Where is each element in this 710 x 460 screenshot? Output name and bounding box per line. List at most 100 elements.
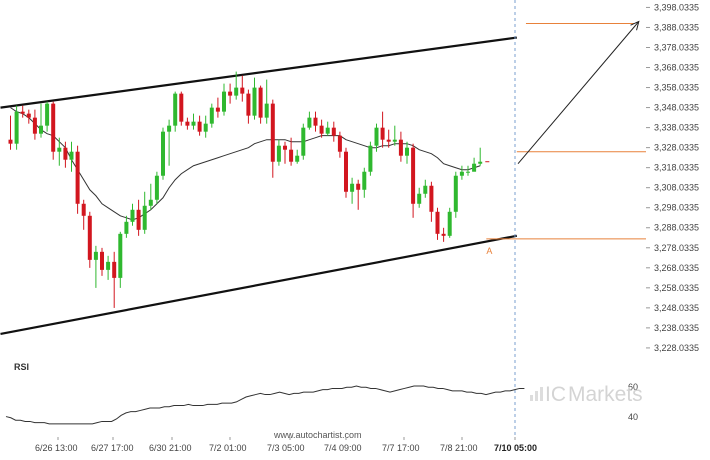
candle-up <box>405 141 409 164</box>
x-tick-label-current: 7/10 05:00 <box>494 443 537 453</box>
candle-body <box>179 93 184 122</box>
logo-bars-icon <box>530 387 543 401</box>
candle-up <box>234 71 239 100</box>
candle-up <box>423 179 428 198</box>
candle-body <box>270 103 275 162</box>
candle-down <box>411 143 416 218</box>
candle-body <box>472 163 477 172</box>
y-tick-label: 3,348.0335 <box>654 103 699 113</box>
candle-body <box>32 117 37 134</box>
candle-down <box>289 137 294 166</box>
y-tick-label: 3,388.0335 <box>654 22 699 32</box>
candle-body <box>240 87 245 94</box>
candle-body <box>8 139 13 144</box>
y-tick-label: 3,308.0335 <box>654 183 699 193</box>
candle-body <box>148 199 153 206</box>
candle-down <box>398 131 403 162</box>
candle-down <box>435 207 440 240</box>
y-tick-label: 3,228.0335 <box>654 343 699 353</box>
candle-body <box>93 251 98 260</box>
candle-up <box>191 113 196 130</box>
candle-up <box>209 103 214 128</box>
candle-down <box>313 111 318 132</box>
y-tick-label: 3,338.0335 <box>654 123 699 133</box>
candle-down <box>319 119 324 138</box>
candle-down <box>100 247 104 276</box>
candle-body <box>197 121 202 132</box>
candle-body <box>301 127 306 156</box>
candle-down <box>87 211 92 268</box>
y-tick-label: 3,258.0335 <box>654 283 699 293</box>
rsi-tick-40: 40 <box>628 412 638 422</box>
candle-body <box>203 123 208 132</box>
x-tick-label: 6/30 21:00 <box>149 443 192 453</box>
candle-down <box>258 85 263 124</box>
candle-body <box>130 209 135 222</box>
candle-down <box>26 109 31 124</box>
forecast-line <box>517 21 640 165</box>
candle-down <box>75 145 80 214</box>
candle-body <box>246 93 251 116</box>
candle-up <box>118 231 123 288</box>
candle-up <box>374 123 379 152</box>
forecast-arrowhead-icon <box>630 20 640 31</box>
candle-body <box>344 151 348 192</box>
candle-body <box>325 127 330 134</box>
icmarkets-logo: IC Markets <box>530 383 643 406</box>
candle-body <box>368 145 373 172</box>
candle-body <box>136 209 141 230</box>
candle-body <box>459 171 464 176</box>
candle-body <box>289 149 294 162</box>
candle-down <box>81 199 86 230</box>
candle-body <box>14 111 19 144</box>
candle-down <box>441 227 446 242</box>
x-tick-label: 7/4 09:00 <box>324 443 362 453</box>
candle-down <box>331 121 336 142</box>
candle-body <box>69 151 74 160</box>
rsi-line <box>5 385 525 425</box>
candle-down <box>215 97 220 118</box>
candle-body <box>331 127 336 136</box>
candle-body <box>258 87 263 118</box>
candle-up <box>14 105 19 150</box>
candle-body <box>167 125 172 132</box>
candle-body <box>264 103 269 118</box>
candle-body <box>87 215 92 260</box>
y-tick-label: 3,318.0335 <box>654 163 699 173</box>
y-tick-label: 3,238.0335 <box>654 323 699 333</box>
candle-up <box>142 191 147 234</box>
candle-down <box>429 181 434 222</box>
candle-body <box>337 135 342 152</box>
logo-markets: Markets <box>568 383 643 406</box>
y-tick-label: 3,288.0335 <box>654 223 699 233</box>
channel-upper-line <box>0 36 517 109</box>
candle-down <box>240 75 245 102</box>
candle-body <box>478 161 483 164</box>
candle-body <box>75 151 80 204</box>
candle-body <box>106 261 111 270</box>
candle-up <box>301 123 306 160</box>
candle-up <box>295 149 300 164</box>
candle-down <box>270 99 275 178</box>
candle-body <box>435 211 440 234</box>
candle-body <box>453 175 458 212</box>
candle-body <box>63 147 68 160</box>
candle-up <box>447 207 452 238</box>
candle-up <box>45 101 50 132</box>
candle-body <box>252 87 257 116</box>
candle-up <box>325 121 330 136</box>
candle-down <box>179 91 184 126</box>
candle-up <box>167 119 172 166</box>
candle-down <box>356 179 361 210</box>
candle-up <box>124 215 129 238</box>
candle-down <box>344 147 348 198</box>
y-tick-label: 3,278.0335 <box>654 243 699 253</box>
candle-up <box>307 111 312 130</box>
candle-down <box>228 83 233 104</box>
candle-body <box>142 205 147 230</box>
candle-up <box>161 127 165 180</box>
candle-body <box>386 139 391 142</box>
candle-body <box>313 117 318 126</box>
candle-up <box>57 137 62 166</box>
